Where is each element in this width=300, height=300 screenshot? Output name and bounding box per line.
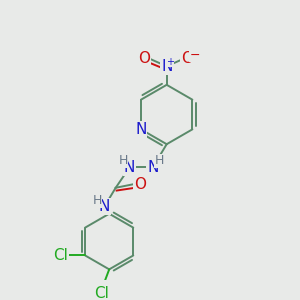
Text: N: N: [124, 160, 135, 175]
Text: −: −: [189, 49, 200, 62]
Text: O: O: [134, 177, 146, 192]
Text: H: H: [118, 154, 128, 167]
Text: N: N: [135, 122, 147, 137]
Text: O: O: [181, 51, 193, 66]
Text: +: +: [166, 57, 174, 67]
Text: Cl: Cl: [94, 286, 109, 300]
Text: H: H: [154, 154, 164, 167]
Text: N: N: [161, 59, 172, 74]
Text: H: H: [92, 194, 102, 207]
Text: N: N: [99, 199, 110, 214]
Text: O: O: [138, 51, 150, 66]
Text: N: N: [147, 160, 158, 175]
Text: Cl: Cl: [54, 248, 68, 263]
